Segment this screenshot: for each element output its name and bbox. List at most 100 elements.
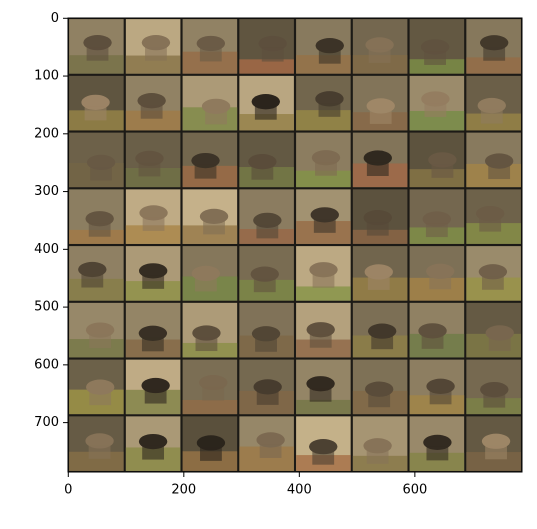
tile-figure-legs xyxy=(256,391,279,405)
tile-figure xyxy=(479,35,509,51)
tile-ground xyxy=(352,229,408,244)
tile-figure-legs xyxy=(368,393,391,408)
tile-figure-legs xyxy=(141,337,164,352)
tile-figure-legs xyxy=(309,334,332,348)
tile-figure-legs xyxy=(90,166,112,181)
tile-figure xyxy=(428,152,457,168)
tile-figure xyxy=(477,97,506,114)
tile-figure-legs xyxy=(312,451,335,465)
tile-figure xyxy=(480,381,509,398)
tile-figure xyxy=(83,35,112,51)
tile-figure-legs xyxy=(256,224,279,239)
tile-figure xyxy=(426,378,455,394)
tile-figure-legs xyxy=(313,219,336,233)
tile-figure xyxy=(248,154,277,170)
tile-figure xyxy=(363,438,392,454)
tile-ground xyxy=(296,399,351,415)
tile-figure-legs xyxy=(431,164,454,178)
tile-ground xyxy=(182,51,238,74)
axes-frame xyxy=(67,17,523,473)
tile-figure-legs xyxy=(366,222,389,236)
tile-figure xyxy=(363,150,392,166)
tile-figure xyxy=(138,433,168,450)
tile-figure xyxy=(141,377,170,394)
tile-figure xyxy=(364,264,393,280)
y-tick-label: 400 xyxy=(34,242,59,257)
tile-figure xyxy=(86,379,115,395)
y-tick-label: 0 xyxy=(51,11,59,26)
tile-figure-legs xyxy=(368,49,391,63)
tile-figure xyxy=(418,323,447,339)
tile-figure xyxy=(484,153,514,169)
tile-figure-legs xyxy=(86,47,109,61)
tile-figure-legs xyxy=(371,335,394,350)
tile-figure xyxy=(476,205,505,222)
tile-figure xyxy=(485,325,514,341)
tile-figure xyxy=(85,433,114,449)
tile-figure-legs xyxy=(199,47,222,62)
tile-ground xyxy=(466,452,521,471)
tile-figure xyxy=(251,326,281,342)
tile-figure-legs xyxy=(366,162,389,177)
tile-ground xyxy=(125,281,181,301)
tile-figure xyxy=(421,91,450,107)
tile-figure xyxy=(423,434,452,451)
tile-figure xyxy=(478,264,508,280)
tile-figure-legs xyxy=(488,337,511,351)
tile-ground xyxy=(125,225,181,244)
tile-figure xyxy=(141,35,171,51)
y-tick-label: 500 xyxy=(34,300,59,315)
tile-figure-legs xyxy=(194,164,217,179)
tile-ground xyxy=(125,110,181,131)
tile-figure-legs xyxy=(424,103,447,117)
tile-figure xyxy=(309,262,338,278)
tile-figure xyxy=(365,37,394,53)
tile-figure-legs xyxy=(421,335,444,349)
x-tick-label: 400 xyxy=(287,483,312,498)
y-tick-label: 300 xyxy=(34,184,59,199)
tile-figure-legs xyxy=(89,391,112,406)
tile-figure-legs xyxy=(200,447,222,461)
tile-figure xyxy=(138,325,168,341)
tile-figure-legs xyxy=(485,445,507,460)
tile-figure xyxy=(420,39,450,55)
tile-figure xyxy=(256,432,285,448)
tile-figure xyxy=(250,266,279,282)
tile-figure-legs xyxy=(88,445,111,459)
tile-ground xyxy=(69,110,124,131)
tile-figure-legs xyxy=(144,389,167,404)
tile-figure-legs xyxy=(142,275,165,289)
tile-figure-legs xyxy=(483,393,506,408)
tile-figure xyxy=(201,98,231,114)
tile-figure-legs xyxy=(202,386,225,401)
tile-figure-legs xyxy=(195,337,218,352)
tile-figure-legs xyxy=(259,444,282,458)
y-tick-label: 200 xyxy=(34,126,59,141)
y-tick-label: 600 xyxy=(34,357,59,372)
tile-figure xyxy=(196,35,226,52)
tile-figure xyxy=(366,98,395,114)
tile-ground xyxy=(352,55,408,74)
tile-figure xyxy=(258,35,287,52)
tile-ground xyxy=(409,452,465,471)
tile-figure xyxy=(422,211,452,227)
tile-figure xyxy=(253,212,282,229)
tile-figure-legs xyxy=(309,388,332,402)
tile-figure-legs xyxy=(312,274,335,288)
tile-figure xyxy=(191,265,221,282)
tile-figure xyxy=(78,261,107,278)
tile-figure xyxy=(315,91,344,107)
tile-figure-legs xyxy=(366,450,389,464)
tile-figure-legs xyxy=(253,278,276,293)
tile-ground xyxy=(69,55,124,74)
tile-figure xyxy=(85,211,114,227)
tile-figure-legs xyxy=(254,106,277,120)
x-tick-label: 0 xyxy=(64,483,72,498)
tile-figure xyxy=(81,94,110,110)
tile-figure xyxy=(137,93,166,109)
tile-figure-legs xyxy=(194,277,217,292)
tile-figure xyxy=(426,263,455,279)
tile-figure-legs xyxy=(425,223,448,238)
tile-figure xyxy=(481,433,511,449)
